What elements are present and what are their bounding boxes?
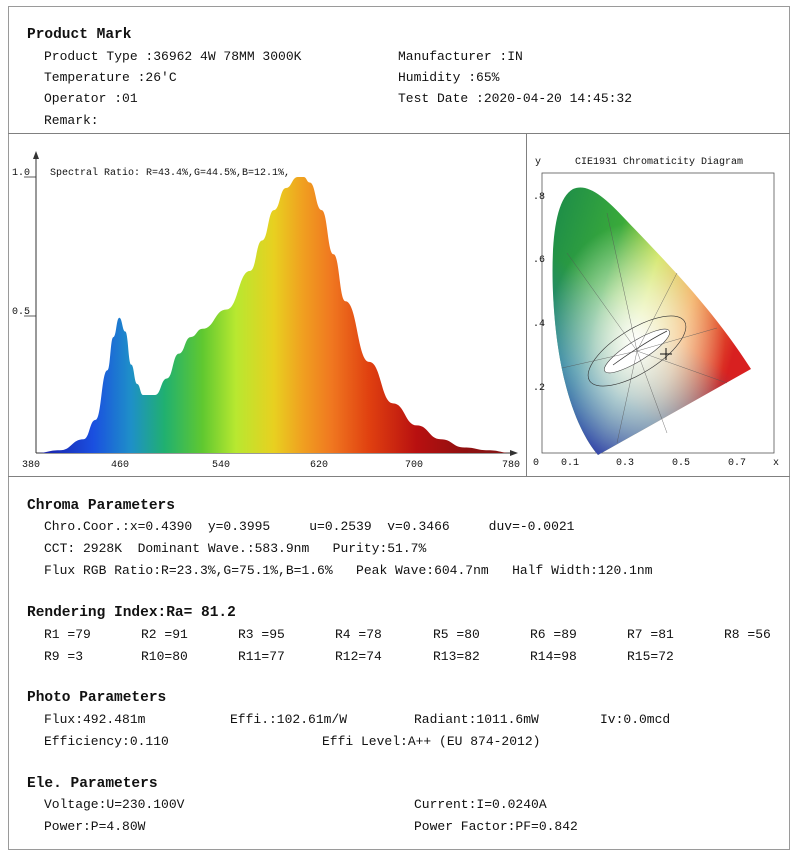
efficiency-value: Efficiency:0.110 [44,734,169,749]
chroma-title: Chroma Parameters [27,498,175,514]
x-tick-label: 540 [212,460,230,471]
chart-divider [526,133,527,476]
y-tick-label: 1.0 [12,168,30,179]
cri-value: R9 =3 [44,649,84,664]
x-axis-arrow [510,450,518,456]
spectrum-chart: Spectral Ratio: R=43.4%,G=44.5%,B=12.1%,… [12,151,520,471]
x-tick-label: 460 [111,460,129,471]
cie-y-tick-label: .8 [533,192,545,203]
spectrum-area [36,177,512,453]
remark: Remark: [44,113,99,128]
cri-value: R10=80 [141,649,188,664]
cie-y-tick-label: .2 [533,383,545,394]
iv-value: Iv:0.0mcd [600,712,671,727]
x-tick-label: 620 [310,460,328,471]
effi-level-value: Effi Level:A++ (EU 874-2012) [322,734,541,749]
radiant-value: Radiant:1011.6mW [414,712,539,727]
report-frame [8,6,790,850]
manufacturer: Manufacturer :IN [398,49,523,64]
product-mark-title: Product Mark [27,27,132,43]
humidity: Humidity :65% [398,70,500,85]
cie-y-tick-label: .4 [533,319,545,330]
x-tick-label: 780 [502,460,520,471]
flux-value: Flux:492.481m [44,712,146,727]
x-tick-label: 700 [405,460,423,471]
cri-value: R3 =95 [238,627,285,642]
cie-title: CIE1931 Chromaticity Diagram [575,156,743,168]
cie-y-tick-label: .6 [533,255,545,266]
ele-parameters-title: Ele. Parameters [27,776,158,792]
cri-value: R2 =91 [141,627,188,642]
spectral-ratio-text: Spectral Ratio: R=43.4%,G=44.5%,B=12.1%, [50,167,290,179]
cri-value: R13=82 [433,649,480,664]
cri-value: R15=72 [627,649,674,664]
flux-rgb-line: Flux RGB Ratio:R=23.3%,G=75.1%,B=1.6% Pe… [44,563,653,578]
y-axis-arrow [33,151,39,159]
product-type: Product Type :36962 4W 78MM 3000K [44,49,302,64]
power-factor-value: Power Factor:PF=0.842 [414,819,578,834]
cri-value: R8 =56 [724,627,771,642]
x-tick-label: 380 [22,460,40,471]
cri-value: R6 =89 [530,627,577,642]
cri-value: R7 =81 [627,627,674,642]
cie-y-axis-label: y [535,157,541,168]
cie-x-tick-label: 0.7 [728,458,746,469]
cri-value: R11=77 [238,649,285,664]
rendering-index-title: Rendering Index:Ra= 81.2 [27,605,236,621]
chart-bottom-border [8,476,790,477]
cie-x-axis-label: x [773,458,779,469]
cie-x-tick-label: 0.5 [672,458,690,469]
cie-x-tick-label: 0.3 [616,458,634,469]
cie-spectral-locus [552,187,751,455]
test-date: Test Date :2020-04-20 14:45:32 [398,91,633,106]
y-tick-label: 0.5 [12,307,30,318]
current-value: Current:I=0.0240A [414,797,547,812]
chart-top-border [8,133,790,134]
cri-value: R4 =78 [335,627,382,642]
cie-plot-frame [541,172,775,454]
temperature: Temperature :26'C [44,70,177,85]
operator: Operator :01 [44,91,138,106]
photo-parameters-title: Photo Parameters [27,690,167,706]
power-value: Power:P=4.80W [44,819,146,834]
chroma-coordinates: Chro.Coor.:x=0.4390 y=0.3995 u=0.2539 v=… [44,519,575,534]
cie-x-tick-label: 0.1 [561,458,579,469]
cie-y-tick-label: 0 [533,458,539,469]
cct-line: CCT: 2928K Dominant Wave.:583.9nm Purity… [44,541,427,556]
cie-chart: y CIE1931 Chromaticity Diagram .8 .6 .4 … [533,156,779,469]
efficacy-value: Effi.:102.61m/W [230,712,348,727]
cri-value: R12=74 [335,649,382,664]
cri-value: R1 =79 [44,627,91,642]
voltage-value: Voltage:U=230.100V [44,797,185,812]
cri-value: R5 =80 [433,627,480,642]
cie-test-point-marker [660,348,672,360]
cri-value: R14=98 [530,649,577,664]
